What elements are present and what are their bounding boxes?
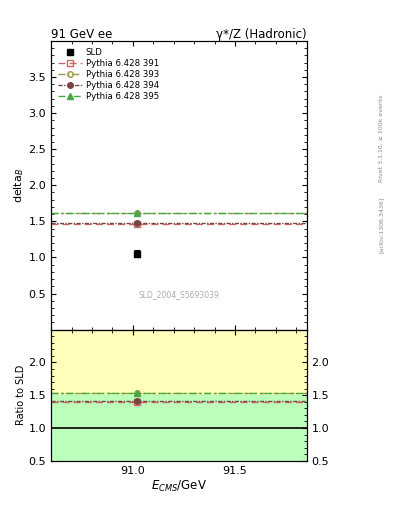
Text: γ*/Z (Hadronic): γ*/Z (Hadronic) bbox=[216, 28, 307, 41]
Bar bbox=[51, 395, 307, 461]
X-axis label: $E_{CMS}$/GeV: $E_{CMS}$/GeV bbox=[151, 478, 207, 494]
Text: Rivet 3.1.10, ≥ 100k events: Rivet 3.1.10, ≥ 100k events bbox=[379, 94, 384, 182]
Y-axis label: delta$_B$: delta$_B$ bbox=[12, 168, 26, 203]
Bar bbox=[51, 330, 307, 395]
Text: SLD_2004_S5693039: SLD_2004_S5693039 bbox=[138, 290, 219, 300]
Y-axis label: Ratio to SLD: Ratio to SLD bbox=[16, 365, 26, 425]
Legend: SLD, Pythia 6.428 391, Pythia 6.428 393, Pythia 6.428 394, Pythia 6.428 395: SLD, Pythia 6.428 391, Pythia 6.428 393,… bbox=[55, 45, 162, 104]
Text: 91 GeV ee: 91 GeV ee bbox=[51, 28, 112, 41]
Text: [arXiv:1306.3436]: [arXiv:1306.3436] bbox=[379, 197, 384, 253]
